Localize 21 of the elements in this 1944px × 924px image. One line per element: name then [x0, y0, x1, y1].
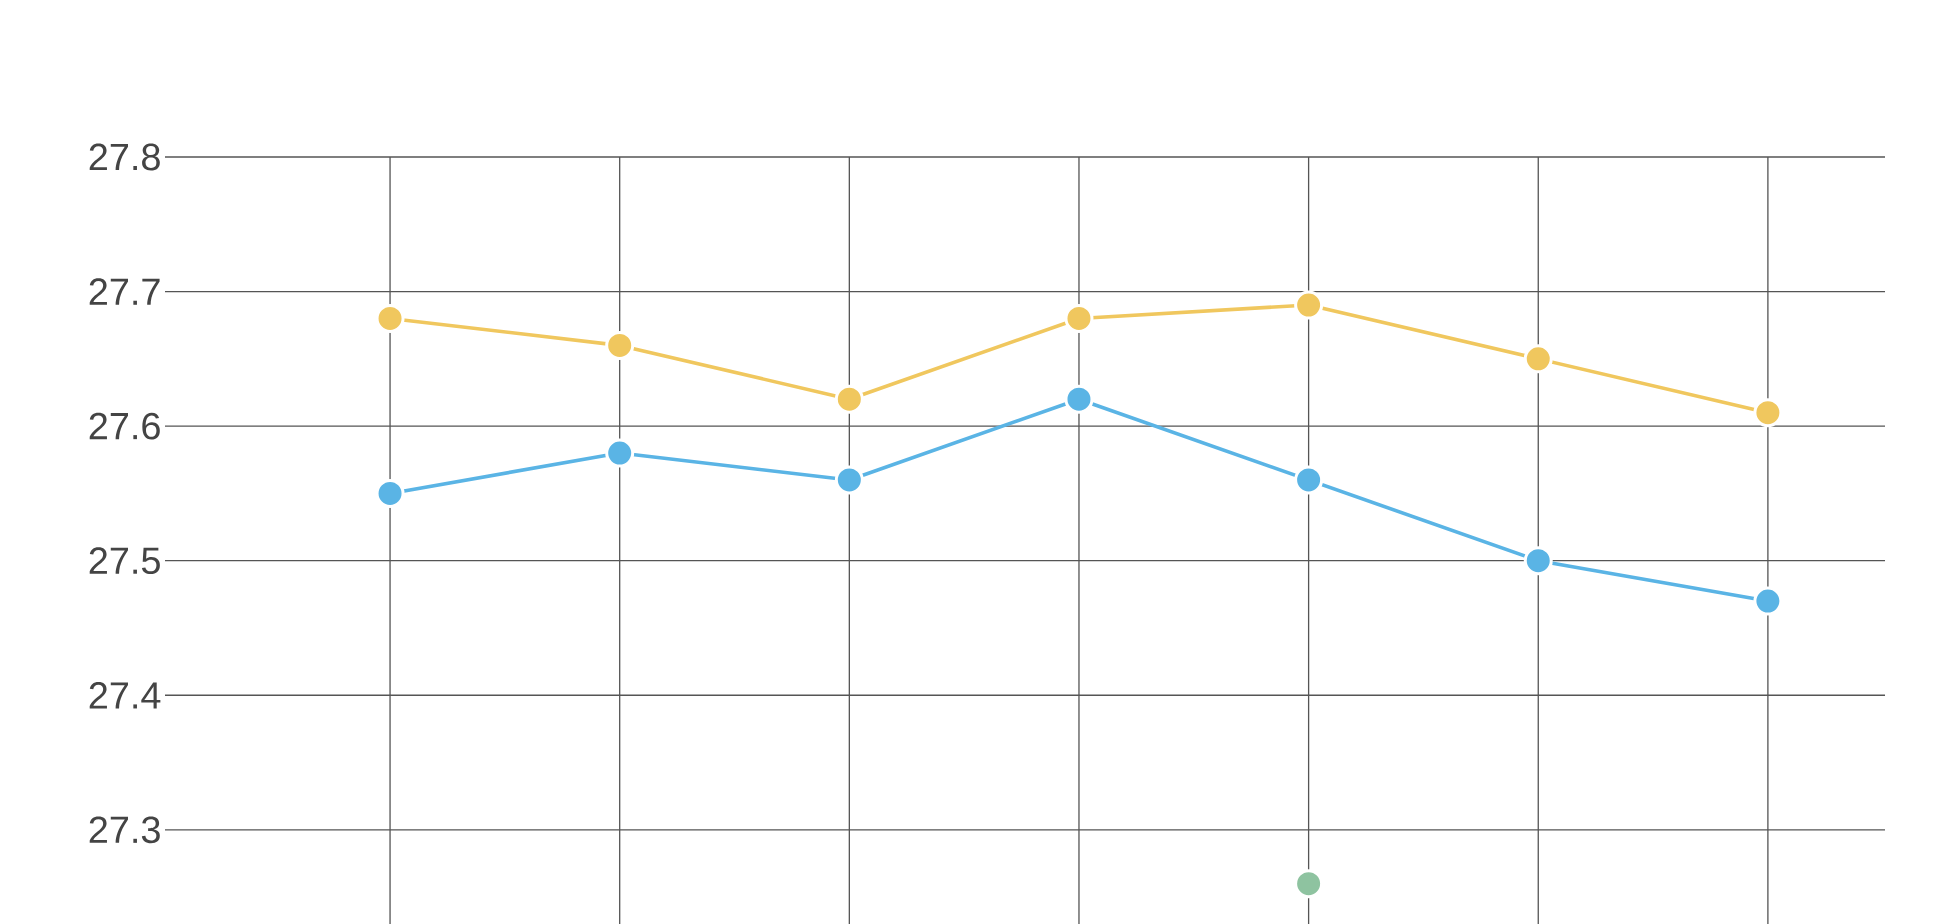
point [1523, 546, 1553, 576]
point [1753, 586, 1783, 616]
point [1294, 290, 1324, 320]
point [834, 384, 864, 414]
point [375, 303, 405, 333]
point [1294, 869, 1324, 899]
point [1294, 465, 1324, 495]
point [834, 465, 864, 495]
y-tick-label: 27.5 [89, 547, 160, 575]
y-tick-label: 27.3 [89, 816, 160, 844]
point [1064, 303, 1094, 333]
point [375, 478, 405, 508]
y-tick-label: 27.8 [89, 143, 160, 171]
point [1523, 344, 1553, 374]
point [1753, 398, 1783, 428]
y-tick-label: 27.4 [89, 682, 161, 709]
point [605, 330, 635, 360]
point [605, 438, 635, 468]
point [1064, 384, 1094, 414]
y-tick-label: 27.6 [89, 412, 160, 440]
y-tick-label: 27.7 [89, 278, 160, 305]
